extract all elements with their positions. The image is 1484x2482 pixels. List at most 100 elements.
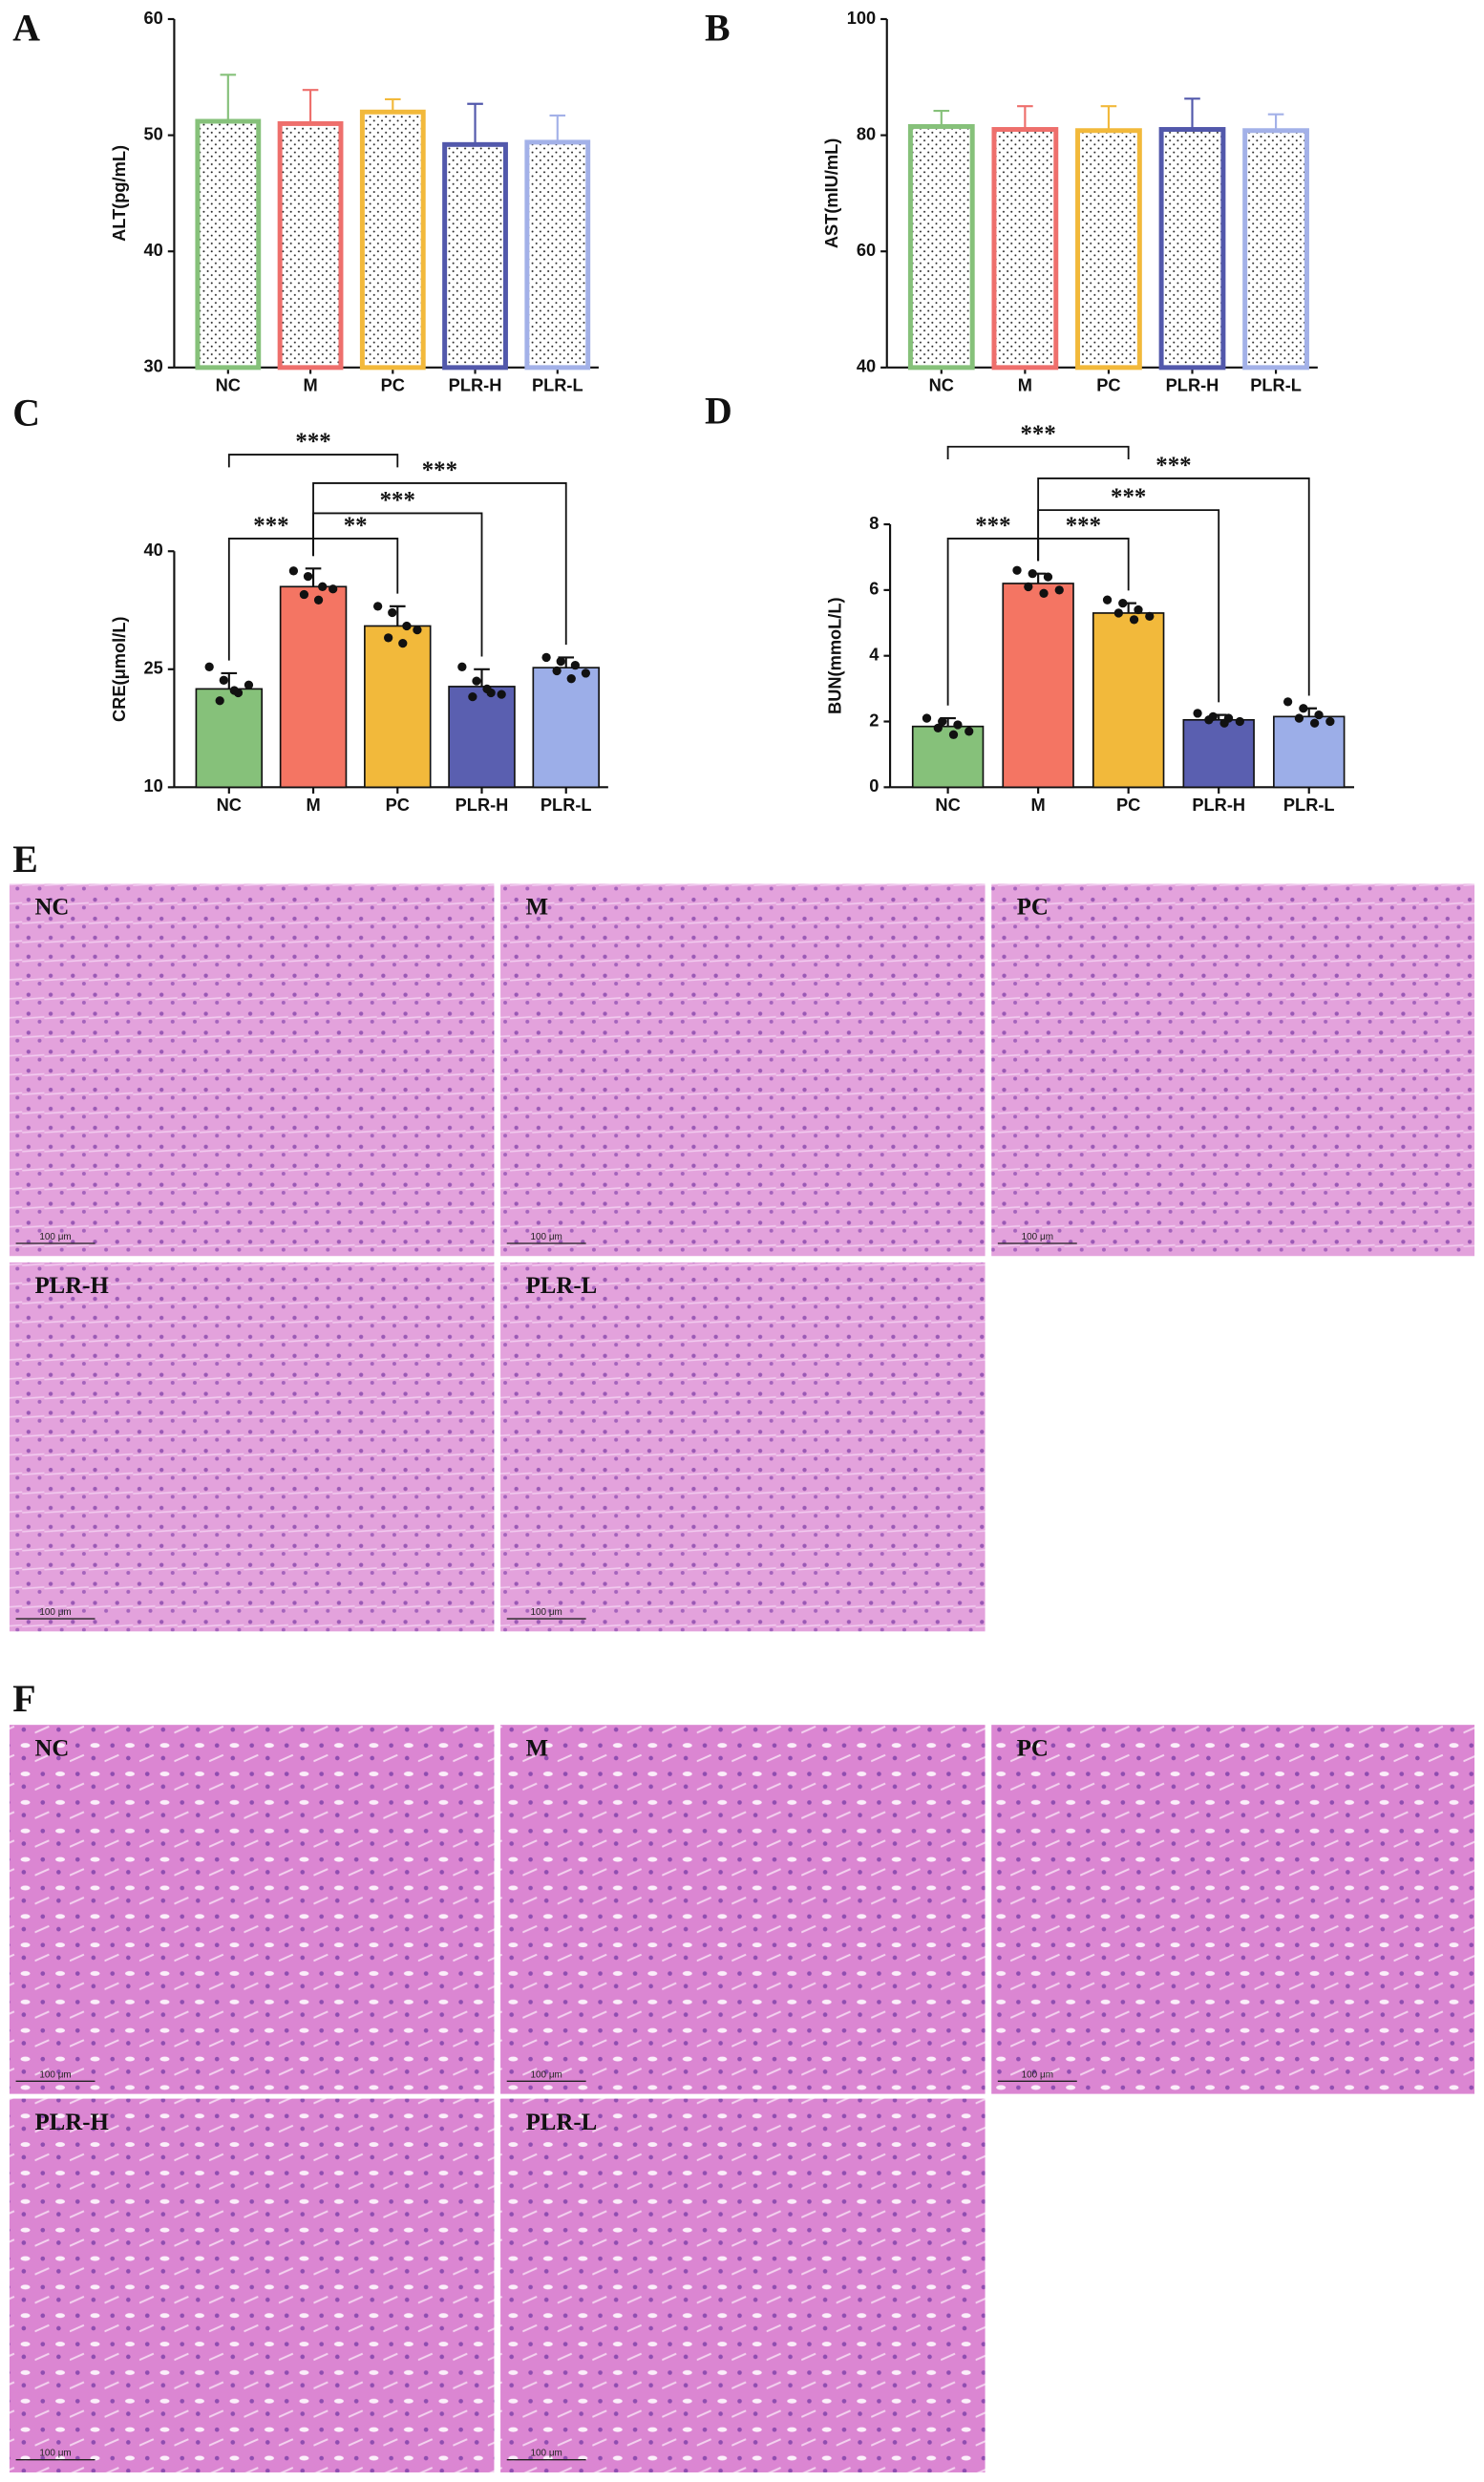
scale-bar-label: 100 μm <box>530 1607 562 1618</box>
data-point <box>556 656 565 667</box>
scale-bar-label: 100 μm <box>530 2449 562 2459</box>
scale-bar-label: 100 μm <box>39 2449 71 2459</box>
bar <box>1242 128 1309 371</box>
y-axis-label: ALT(pg/mL) <box>109 145 129 242</box>
bar <box>448 686 516 789</box>
panel-label: B <box>705 7 731 49</box>
data-point <box>372 602 383 611</box>
data-point <box>402 621 412 631</box>
bar <box>532 667 600 789</box>
data-point <box>922 713 932 723</box>
significance-label: *** <box>1066 513 1101 539</box>
significance-label: *** <box>975 513 1010 539</box>
x-tick-label: M <box>303 375 317 395</box>
significance-bracket <box>1037 538 1130 591</box>
y-tick-label: 10 <box>144 775 163 796</box>
data-point <box>457 662 467 671</box>
bar <box>524 139 591 371</box>
data-point <box>1043 572 1053 582</box>
significance-bracket <box>312 482 567 646</box>
x-tick-label: M <box>1031 795 1046 815</box>
y-tick-label: 0 <box>869 775 879 796</box>
x-tick-label: PC <box>386 795 410 815</box>
x-tick-label: PC <box>381 375 405 395</box>
data-point <box>318 582 328 591</box>
micrograph <box>991 1725 1475 2094</box>
y-tick-label: 60 <box>144 8 163 28</box>
image-label: M <box>526 1735 548 1761</box>
data-point <box>1314 710 1324 720</box>
bar <box>1158 127 1226 371</box>
panel-label: A <box>12 7 40 49</box>
data-point <box>1024 582 1033 592</box>
micrograph <box>9 2098 495 2472</box>
significance-label: *** <box>253 513 288 539</box>
data-point <box>388 607 397 618</box>
bar <box>1273 715 1346 789</box>
data-point <box>1204 715 1214 725</box>
scale-bar-label: 100 μm <box>530 1232 562 1242</box>
micrograph <box>9 1262 495 1632</box>
y-axis-label: CRE(μmol/L) <box>109 617 129 722</box>
image-label: NC <box>34 1735 69 1761</box>
x-tick-label: PC <box>1096 375 1120 395</box>
bar <box>279 585 348 789</box>
significance-bracket <box>312 538 399 594</box>
x-tick-label: PLR-L <box>1283 795 1335 815</box>
micrograph <box>9 1725 495 2094</box>
significance-bracket <box>227 454 399 468</box>
data-point <box>552 666 562 676</box>
x-tick-label: PLR-L <box>541 795 592 815</box>
data-point <box>229 686 239 695</box>
data-point <box>965 727 974 736</box>
x-tick-label: PLR-H <box>456 795 509 815</box>
data-point <box>303 571 313 582</box>
x-tick-label: PLR-L <box>532 375 583 395</box>
data-point <box>299 589 309 600</box>
data-point <box>1039 588 1049 598</box>
bar <box>195 688 264 789</box>
data-point <box>570 661 581 670</box>
y-tick-label: 2 <box>869 710 879 730</box>
significance-label: *** <box>1111 484 1146 510</box>
scale-bar-label: 100 μm <box>1022 2069 1053 2080</box>
y-tick-label: 4 <box>869 645 880 665</box>
bar <box>1002 583 1074 789</box>
data-point <box>1012 565 1022 575</box>
image-label: PLR-H <box>34 2110 108 2135</box>
data-point <box>398 638 408 648</box>
image-label: M <box>526 895 548 921</box>
data-point <box>1134 605 1143 615</box>
data-point <box>1219 718 1229 728</box>
data-point <box>933 723 943 733</box>
significance-label: *** <box>422 457 457 483</box>
data-point <box>313 595 324 605</box>
x-tick-label: PLR-L <box>1250 375 1302 395</box>
image-label: PC <box>1017 1735 1049 1761</box>
significance-label: *** <box>1020 421 1055 447</box>
data-point <box>1102 595 1113 605</box>
y-axis-label: BUN(mmoL/L) <box>824 597 844 714</box>
x-tick-label: PC <box>1116 795 1140 815</box>
significance-label: ** <box>344 513 368 539</box>
data-point <box>1294 713 1304 723</box>
micrograph <box>500 1725 986 2094</box>
data-point <box>329 584 338 594</box>
data-point <box>1129 615 1139 625</box>
data-point <box>1283 697 1293 707</box>
x-tick-label: PLR-H <box>449 375 502 395</box>
bar <box>1075 128 1142 371</box>
data-point <box>1309 718 1320 728</box>
x-tick-label: M <box>306 795 320 815</box>
data-point <box>204 662 214 671</box>
data-point <box>384 633 393 643</box>
significance-label: *** <box>1155 453 1191 478</box>
image-label: PC <box>1017 895 1049 921</box>
data-point <box>497 689 506 699</box>
data-point <box>566 674 576 684</box>
x-tick-label: NC <box>935 795 960 815</box>
scale-bar-label: 100 μm <box>39 2069 71 2080</box>
data-point <box>219 675 228 685</box>
data-point <box>1113 608 1123 618</box>
data-point <box>1325 716 1335 727</box>
